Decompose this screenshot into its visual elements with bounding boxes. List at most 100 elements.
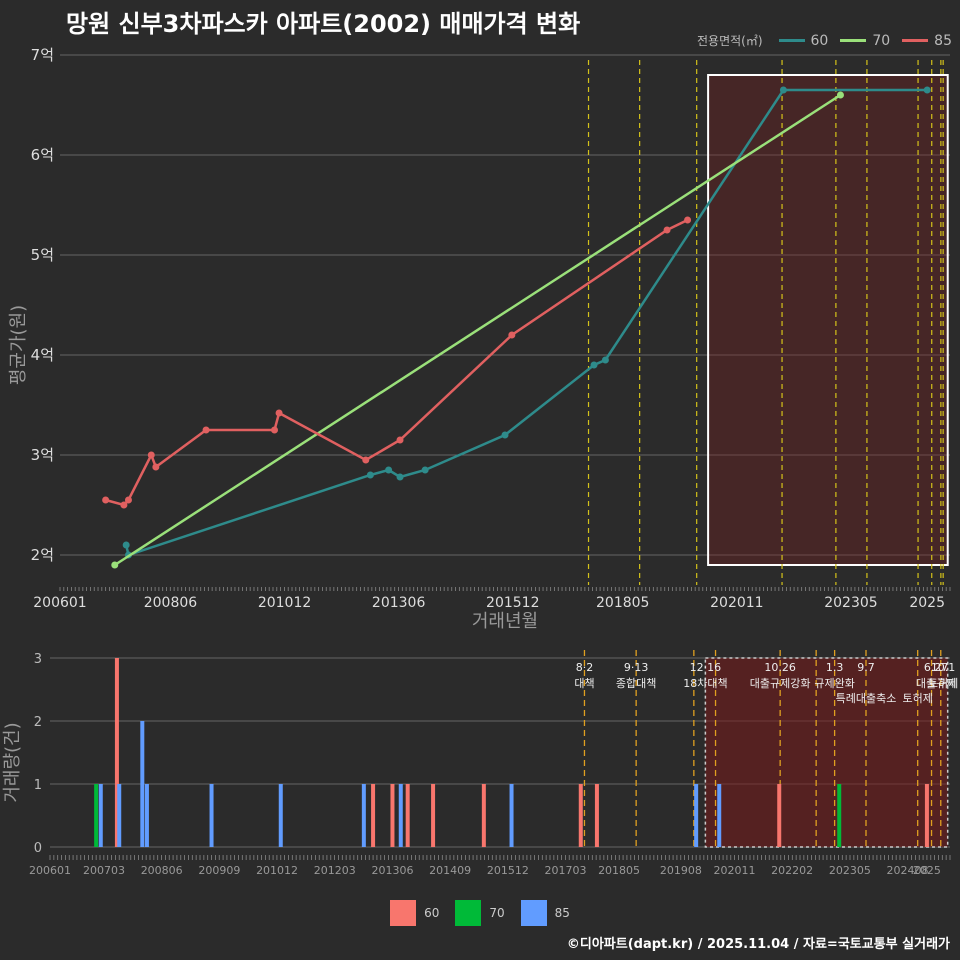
data-point-85	[271, 426, 279, 434]
y-tick-label: 3	[34, 652, 42, 667]
legend-swatch-70	[840, 39, 867, 42]
annotation-date: 12·16	[690, 661, 722, 674]
y-tick-label: 1	[34, 778, 42, 793]
x-tick-label: 201512	[486, 595, 539, 611]
legend-swatch-60	[778, 39, 805, 42]
volume-bar-85	[278, 784, 283, 847]
data-point-60	[923, 86, 931, 94]
volume-bar-60	[481, 784, 486, 847]
data-point-85	[362, 456, 370, 464]
y-tick-label: 3억	[31, 446, 54, 464]
annotation-label: 토허제	[928, 677, 958, 690]
x-tick-label: 200806	[144, 595, 198, 611]
data-point-85	[120, 501, 128, 509]
data-point-60	[385, 466, 393, 474]
x-tick-label: 202305	[829, 864, 871, 877]
y-tick-label: 0	[34, 841, 42, 856]
data-point-85	[124, 496, 132, 504]
legend-label-70: 70	[872, 32, 891, 49]
annotation-label: 종합대책	[616, 677, 656, 690]
annotation-label: 규제완화	[814, 677, 854, 690]
legend-top: 전용면적(㎡) 60 70 85	[697, 32, 952, 49]
x-tick-label: 202408	[887, 864, 929, 877]
legend-bottom-swatch-85	[520, 900, 547, 926]
data-point-85	[152, 463, 160, 471]
legend-bottom-label-85: 85	[554, 906, 570, 920]
data-point-85	[202, 426, 210, 434]
legend-bottom-label-60: 60	[424, 906, 440, 920]
x-tick-label: 202305	[824, 595, 877, 611]
data-point-85	[396, 436, 404, 444]
x-tick-label: 201805	[598, 864, 640, 877]
data-point-85	[508, 331, 516, 339]
volume-bar-60	[777, 784, 782, 847]
data-point-60	[779, 86, 787, 94]
volume-bar-60	[578, 784, 583, 847]
y-tick-label: 2	[34, 715, 42, 730]
x-tick-label: 201306	[372, 595, 426, 611]
data-point-85	[663, 226, 671, 234]
x-tick-label: 200909	[198, 864, 240, 877]
x-tick-label: 201908	[660, 864, 702, 877]
legend-label-85: 85	[934, 32, 952, 49]
legend-bottom: 60 70 85	[0, 900, 960, 926]
volume-bar-60	[405, 784, 410, 847]
annotation-date: 1.3	[826, 661, 844, 674]
data-point-85	[684, 216, 692, 224]
x-tick-label: 201306	[371, 864, 413, 877]
annotation-date: 9.7	[857, 661, 875, 674]
legend-item-85: 85	[902, 33, 952, 49]
volume-bar-85	[98, 784, 103, 847]
annotation-date: 6.27	[924, 661, 949, 674]
data-point-70	[111, 561, 119, 569]
y-tick-label: 6억	[31, 146, 54, 164]
volume-bar-60	[371, 784, 376, 847]
x-tick-label: 200601	[33, 595, 86, 611]
volume-bar-60	[390, 784, 395, 847]
series-line-70	[114, 93, 842, 567]
volume-bar-60	[431, 784, 436, 847]
x-tick-label: 201512	[487, 864, 529, 877]
y-axis-label: 평균가(원)	[8, 305, 29, 385]
annotation-date: 8·2	[576, 661, 594, 674]
y-tick-label: 4억	[31, 346, 54, 364]
x-tick-label: 2025	[909, 595, 945, 611]
x-tick-label: 200703	[83, 864, 125, 877]
data-point-60	[590, 361, 598, 369]
y-tick-label: 2억	[31, 546, 54, 564]
x-tick-label: 201409	[429, 864, 471, 877]
annotation-date: 10.26	[764, 661, 796, 674]
volume-bar-60	[924, 784, 929, 847]
legend-item-70: 70	[840, 33, 890, 49]
annotation-date: 10.1	[931, 661, 956, 674]
legend-title: 전용면적(㎡)	[696, 34, 763, 48]
data-point-60	[366, 471, 374, 479]
legend-bottom-swatch-70	[455, 900, 482, 926]
x-tick-label: 202011	[713, 864, 755, 877]
annotation-label: 18차대책	[683, 677, 727, 690]
volume-bar-70	[837, 784, 842, 847]
data-point-60	[396, 473, 404, 481]
volume-bar-85	[717, 784, 722, 847]
chart-title: 망원 신부3차파스카 아파트(2002) 매매가격 변화	[66, 10, 581, 38]
legend-bottom-item-70: 70	[455, 900, 505, 926]
volume-bar-60	[594, 784, 599, 847]
data-point-85	[102, 496, 110, 504]
legend-label-60: 60	[810, 32, 829, 49]
data-point-85	[275, 409, 283, 417]
y-tick-label: 7억	[31, 46, 54, 64]
volume-bar-85	[209, 784, 214, 847]
annotation-label: 대출규제강화	[750, 677, 811, 690]
x-tick-label: 201012	[258, 595, 311, 611]
y-axis-label: 거래량(건)	[2, 722, 23, 802]
legend-bottom-item-85: 85	[520, 900, 570, 926]
data-point-85	[147, 451, 155, 459]
x-tick-label: 202202	[771, 864, 813, 877]
x-tick-label: 202011	[710, 595, 763, 611]
volume-bar-85	[398, 784, 403, 847]
x-tick-label: 201703	[545, 864, 587, 877]
data-point-60	[421, 466, 429, 474]
credit-text: ©디아파트(dapt.kr) / 2025.11.04 / 자료=국토교통부 실…	[566, 937, 950, 952]
highlight-box	[704, 657, 949, 848]
legend-bottom-swatch-60	[390, 900, 417, 926]
